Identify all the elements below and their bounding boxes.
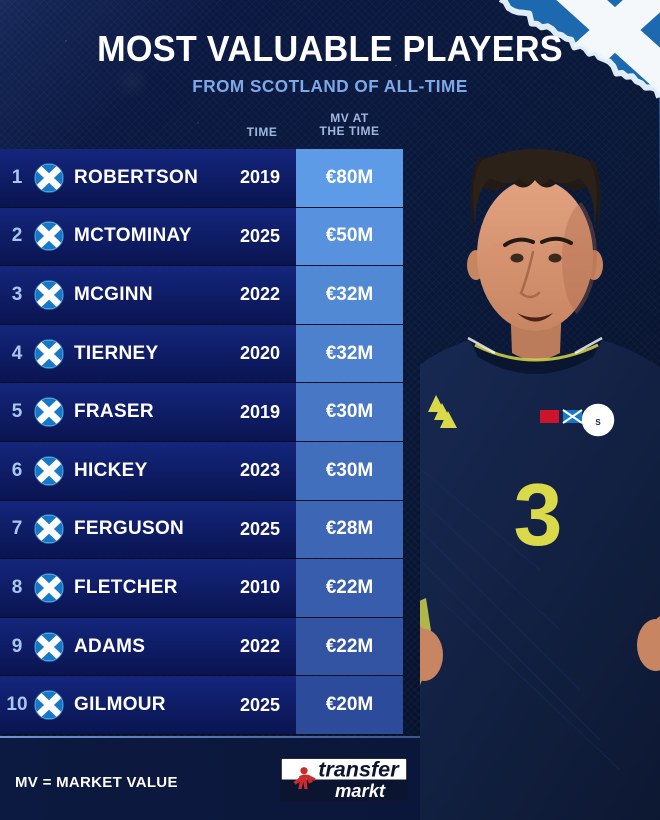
svg-text:transfer: transfer: [318, 757, 400, 781]
svg-text:3: 3: [514, 465, 563, 564]
svg-text:markt: markt: [335, 780, 386, 801]
svg-text:S: S: [595, 418, 601, 427]
